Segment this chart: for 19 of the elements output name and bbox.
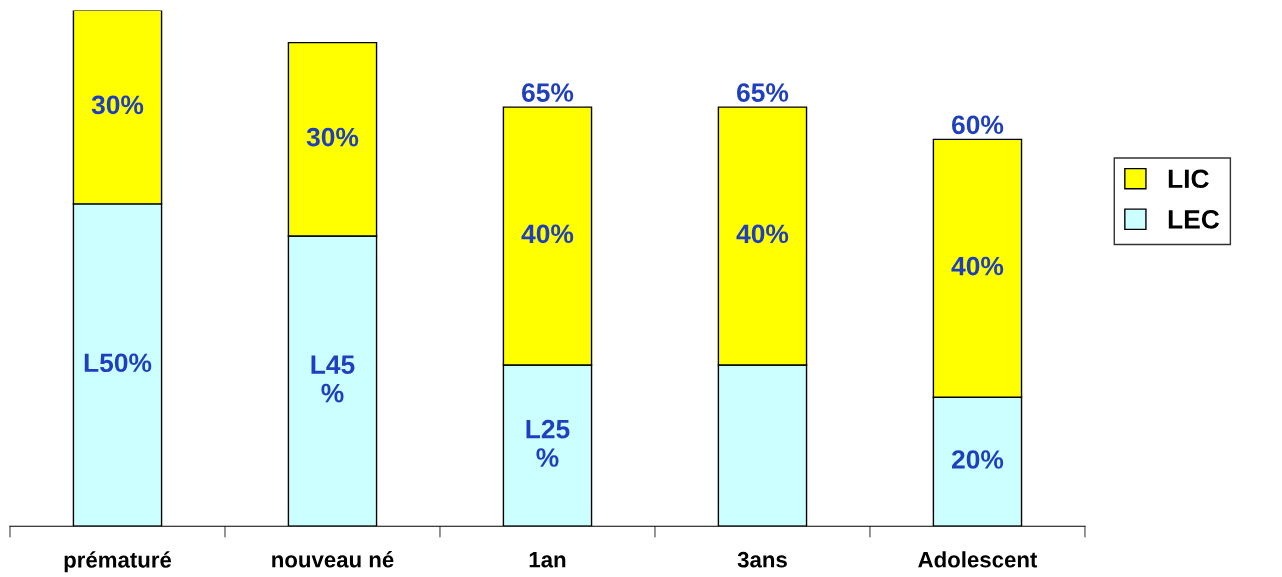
data-label: 40%: [951, 256, 1004, 276]
x-tick-label: 1an: [529, 552, 566, 568]
x-tick-label: prématuré: [64, 551, 172, 573]
total-label: 65%: [737, 83, 789, 102]
data-label: L25 %: [526, 419, 570, 467]
data-label: L45 %: [311, 355, 355, 403]
data-label: 30%: [306, 127, 359, 147]
legend-label: LIC: [1168, 169, 1209, 189]
data-label: L50%: [84, 353, 152, 373]
x-tick-label: Adolescent: [918, 551, 1038, 568]
data-label: 30%: [91, 95, 144, 115]
data-label: 40%: [521, 224, 574, 244]
total-label: 65%: [522, 83, 574, 102]
x-tick-label: nouveau né: [272, 551, 394, 568]
x-tick-label: 3ans: [737, 551, 787, 568]
data-label: 20%: [951, 450, 1004, 469]
data-label: 40%: [736, 224, 789, 244]
legend-label: LEC: [1168, 210, 1220, 229]
total-label: 60%: [952, 115, 1004, 135]
